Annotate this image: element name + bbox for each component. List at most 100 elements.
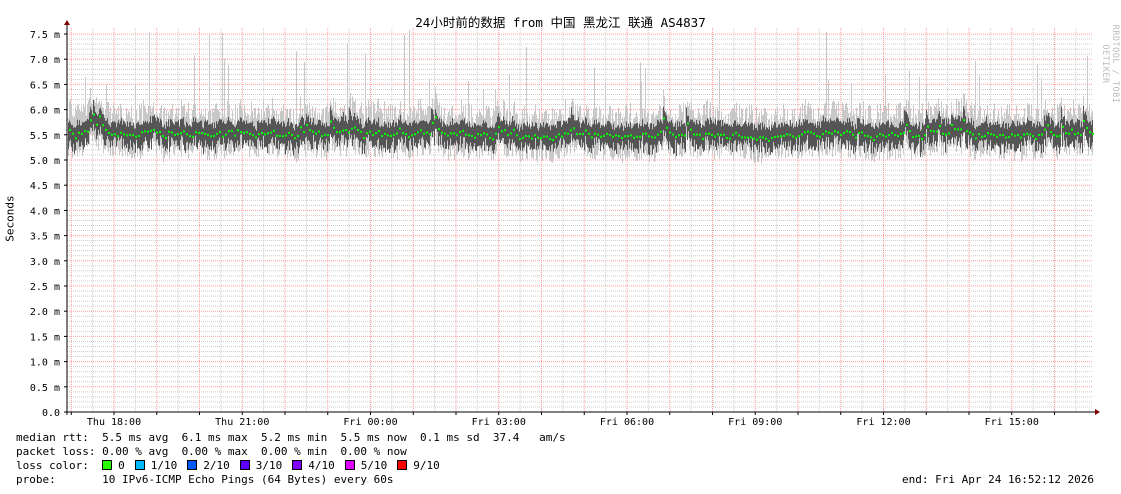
median-point <box>342 129 344 132</box>
smoke-dark <box>740 125 741 142</box>
smoke-dark <box>540 123 541 139</box>
smoke-dark <box>136 123 137 140</box>
median-point <box>498 126 500 129</box>
median-point <box>729 137 731 140</box>
smoke-dark <box>620 126 621 150</box>
smoke-dark <box>770 130 771 155</box>
median-point <box>864 134 866 137</box>
median-point <box>345 128 347 131</box>
median-point <box>1083 119 1085 122</box>
smoke-dark <box>1025 124 1026 142</box>
median-point <box>159 130 161 133</box>
median-point <box>756 138 758 141</box>
smoke-dark <box>341 116 342 135</box>
median-point <box>1029 133 1031 136</box>
smoke-dark <box>1060 120 1061 147</box>
smoke-light <box>222 33 223 145</box>
median-point <box>708 132 710 135</box>
smoke-dark <box>865 124 866 141</box>
median-point <box>1020 136 1022 139</box>
y-tick-label: 7.5 m <box>30 30 60 41</box>
smoke-dark <box>545 124 546 146</box>
legend-end-time: end: Fri Apr 24 16:52:12 2026 <box>902 473 1095 486</box>
smoke-dark <box>227 120 228 144</box>
smoke-light <box>979 75 980 149</box>
smoke-dark <box>296 123 297 143</box>
median-point <box>654 136 656 139</box>
smoke-light <box>409 29 410 160</box>
smoke-dark <box>437 115 438 132</box>
median-point <box>1089 131 1091 134</box>
median-point <box>405 133 407 136</box>
median-point <box>507 134 509 137</box>
median-point <box>678 134 680 137</box>
smoke-dark <box>542 126 543 150</box>
median-point <box>264 133 266 136</box>
smoke-dark <box>674 126 675 154</box>
median-point <box>339 131 341 134</box>
smoke-dark <box>907 114 908 131</box>
median-point <box>879 133 881 136</box>
smoke-dark <box>986 116 987 140</box>
smoke-dark <box>1008 123 1009 144</box>
loss-color-label-text: 4/10 <box>308 459 335 472</box>
smoke-dark <box>881 124 882 152</box>
smoke-light <box>465 104 466 144</box>
smoke-dark <box>195 117 196 136</box>
median-point <box>207 133 209 136</box>
smoke-dark <box>1064 115 1065 141</box>
smoke-dark <box>876 125 877 144</box>
smoke-dark <box>697 123 698 150</box>
smoke-dark <box>782 123 783 145</box>
smoke-dark <box>354 112 355 135</box>
median-point <box>234 134 236 137</box>
smoke-light <box>347 43 348 149</box>
smoke-dark <box>991 125 992 151</box>
median-point <box>714 135 716 138</box>
smoke-dark <box>949 124 950 140</box>
smoke-dark <box>613 123 614 143</box>
median-point <box>624 135 626 138</box>
median-point <box>792 135 794 138</box>
smoke-dark <box>394 127 395 153</box>
smoke-dark <box>312 122 313 150</box>
smoke-dark <box>399 120 400 140</box>
smoke-dark <box>275 120 276 137</box>
smoke-dark <box>1043 126 1044 153</box>
smoke-dark <box>1056 125 1057 151</box>
median-point <box>822 132 824 135</box>
median-point <box>780 135 782 138</box>
median-point <box>282 135 284 138</box>
median-point <box>336 131 338 134</box>
smoke-dark <box>631 128 632 151</box>
median-point <box>882 134 884 137</box>
smoke-dark <box>904 109 905 132</box>
median-point <box>483 132 485 135</box>
smoke-dark <box>96 113 97 140</box>
median-point <box>108 132 110 135</box>
smoke-dark <box>767 127 768 152</box>
smoke-dark <box>524 122 525 147</box>
smoke-dark <box>112 121 113 147</box>
smoke-dark <box>313 117 314 135</box>
smoke-dark <box>455 123 456 146</box>
smoke-dark <box>72 124 73 152</box>
median-point <box>600 135 602 138</box>
smoke-dark <box>1070 120 1071 144</box>
smoke-light <box>975 61 976 160</box>
smoke-dark <box>789 126 790 147</box>
smoke-dark <box>171 119 172 138</box>
smoke-dark <box>996 125 997 144</box>
smoke-light <box>877 103 878 148</box>
smoke-dark <box>316 125 317 149</box>
smoke-dark <box>1062 119 1063 147</box>
smoke-light <box>435 87 436 126</box>
median-point <box>231 129 233 132</box>
smoke-dark <box>821 121 822 142</box>
median-point <box>81 132 83 135</box>
smoke-dark <box>845 121 846 149</box>
smoke-dark <box>638 128 639 154</box>
smoke-dark <box>806 120 807 141</box>
smoke-light <box>126 108 127 145</box>
median-point <box>573 127 575 130</box>
